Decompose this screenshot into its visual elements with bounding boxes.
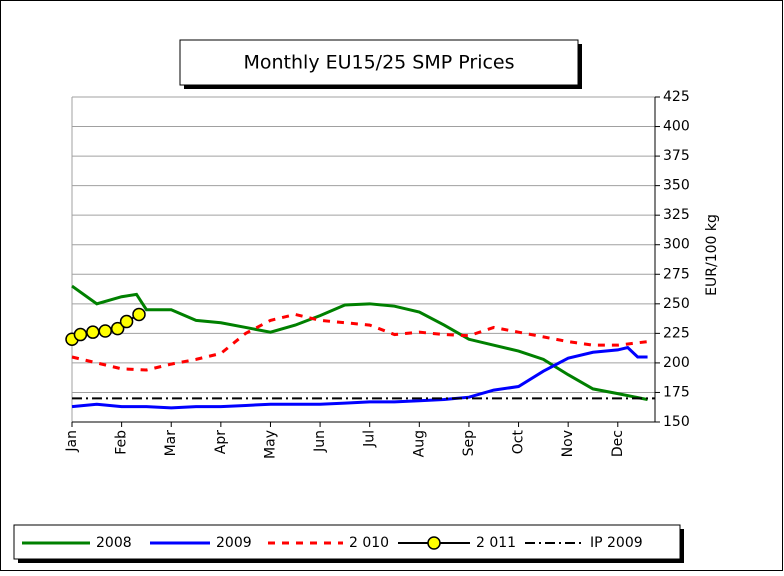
x-tick-label: May [262,430,278,459]
marker [98,324,112,338]
y-tick-label: 150 [663,414,690,430]
marker [119,314,134,329]
x-tick-label: Dec [610,430,626,457]
legend-label: 2008 [96,535,132,551]
marker [86,325,100,339]
x-tick-label: Feb [114,430,130,455]
x-tick-label: Jul [362,430,378,448]
marker [110,321,125,336]
x-tick-label: Nov [560,430,576,457]
x-tick-label: Sep [461,430,477,457]
marker [132,307,146,322]
x-tick-label: Apr [213,430,229,454]
x-tick-label: Mar [163,430,179,457]
legend-box [13,524,681,560]
legend-label: 2 011 [476,535,516,551]
chart-title: Monthly EU15/25 SMP Prices [243,52,514,74]
y-tick-label: 275 [663,266,690,282]
series-line [71,284,648,402]
y-tick-label: 375 [663,148,690,164]
y-tick-label: 400 [663,119,690,135]
y-axis-label: EUR/100 kg [704,214,720,296]
y-tick-label: 325 [663,207,690,223]
title-box [179,39,579,86]
legend-label: IP 2009 [590,535,643,551]
x-tick-label: Jan [64,430,80,453]
series-line [71,345,648,410]
y-tick-label: 200 [663,355,690,371]
y-tick-label: 350 [663,178,690,194]
y-tick-label: 425 [663,89,690,105]
x-tick-label: Jun [312,430,328,453]
x-tick-label: Oct [511,430,527,455]
x-tick-label: Aug [411,430,427,457]
y-tick-label: 250 [663,296,690,312]
y-tick-label: 175 [663,384,690,400]
marker [73,327,88,342]
series-line [71,312,648,372]
legend-label: 2 010 [349,535,389,551]
legend-marker [427,536,441,550]
y-tick-label: 225 [663,325,690,341]
legend-label: 2009 [216,535,252,551]
y-tick-label: 300 [663,237,690,253]
